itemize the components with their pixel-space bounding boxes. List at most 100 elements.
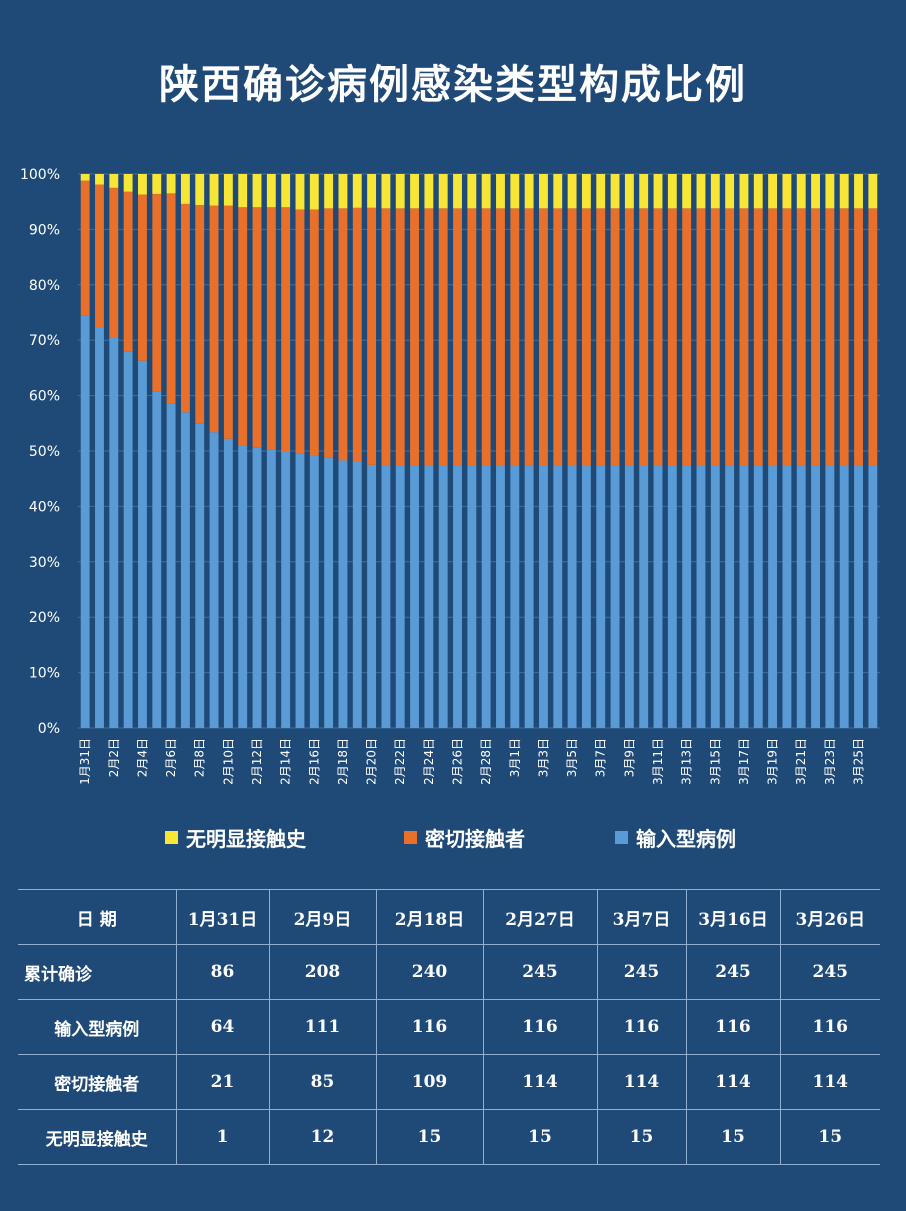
bar-segment [739, 208, 749, 466]
bar-segment [581, 208, 591, 466]
bar-segment [481, 174, 491, 209]
bar-segment [725, 208, 735, 466]
x-tick-label: 2月14日 [279, 738, 293, 785]
table-cell: 111 [268, 999, 376, 1055]
header-cell: 3月7日 [596, 889, 686, 945]
bar-segment [539, 174, 548, 209]
bar-segment [639, 174, 649, 209]
bar-segment [710, 465, 720, 728]
header-cell-date: 日 期 [18, 889, 176, 945]
bar-segment [367, 207, 377, 465]
bar-segment [610, 465, 620, 728]
x-tick-label: 3月9日 [622, 738, 636, 777]
table-cell: 116 [375, 999, 483, 1055]
row-label: 累计确诊 [18, 944, 176, 1000]
legend-item-imported: 输入型病例 [615, 823, 736, 852]
bar-segment [667, 465, 677, 728]
bar-segment [725, 465, 735, 728]
bar-segment [309, 455, 319, 728]
x-tick-label: 2月8日 [193, 738, 207, 777]
y-tick-label: 30% [29, 555, 60, 571]
bar-segment [596, 208, 606, 466]
x-tick-label: 3月21日 [794, 738, 808, 785]
legend-label-unknown: 无明显接触史 [186, 827, 306, 851]
y-tick-label: 80% [29, 278, 60, 294]
bar-segment [510, 465, 520, 728]
x-tick-label: 2月2日 [107, 738, 121, 777]
bar-segment [266, 449, 276, 728]
bar-segment [782, 208, 792, 466]
bar-segment [238, 207, 248, 446]
table-cell: 245 [482, 944, 597, 1000]
bar-segment [653, 174, 663, 209]
bar-segment [467, 208, 477, 466]
bar-segment [109, 174, 119, 188]
bar-segment [381, 465, 391, 728]
bar-segment [309, 209, 319, 456]
bar-segment [753, 465, 763, 728]
bar-segment [166, 193, 176, 404]
bar-segment [424, 174, 434, 209]
bar-segment [811, 174, 820, 209]
bar-segment [223, 205, 233, 439]
row-label: 无明显接触史 [18, 1109, 176, 1165]
bar-segment [496, 174, 505, 209]
x-tick-label: 2月22日 [393, 738, 407, 785]
bar-segment [438, 465, 448, 728]
bar-segment [295, 209, 305, 454]
table-row: 累计确诊 86 208 240 245 245 245 245 [18, 944, 880, 1000]
x-tick-label: 2月18日 [336, 738, 350, 785]
x-tick-label: 2月16日 [307, 738, 321, 785]
bar-segment [195, 423, 205, 728]
y-tick-label: 90% [29, 222, 60, 238]
table-cell: 109 [375, 1054, 483, 1110]
x-tick-label: 3月1日 [508, 738, 522, 777]
table-cell: 245 [685, 944, 780, 1000]
bar-segment [395, 465, 405, 728]
bar-segment [424, 465, 434, 728]
bar-segment [195, 205, 205, 424]
bar-segment [252, 207, 262, 448]
bar-segment [639, 208, 649, 466]
x-tick-label: 2月24日 [422, 738, 436, 785]
bar-segment [410, 208, 419, 466]
table-cell: 15 [375, 1109, 483, 1165]
bar-segment [539, 465, 548, 728]
bar-segment [839, 208, 849, 466]
bar-segment [309, 174, 319, 210]
bar-segment [123, 191, 133, 352]
x-tick-label: 2月6日 [164, 738, 178, 777]
bar-segment [352, 461, 362, 728]
bar-segment [266, 207, 276, 450]
chart-legend: 无明显接触史 密切接触者 输入型病例 [0, 823, 906, 853]
header-cell: 2月9日 [268, 889, 376, 945]
bar-segment [596, 465, 606, 728]
bar-segment [667, 174, 677, 209]
table-cell: 114 [685, 1054, 780, 1110]
legend-swatch-imported [615, 831, 628, 844]
bar-segment [95, 327, 104, 728]
bar-segment [152, 391, 162, 728]
table-cell: 15 [685, 1109, 780, 1165]
bar-segment [768, 208, 778, 466]
bar-segment [281, 451, 291, 728]
bar-segment [481, 465, 491, 728]
table-cell: 15 [596, 1109, 686, 1165]
bar-segment [381, 208, 391, 466]
bar-segment [109, 337, 119, 728]
bar-segment [324, 174, 334, 209]
bar-segment [424, 208, 434, 466]
bar-segment [338, 174, 348, 209]
bar-segment [467, 465, 477, 728]
header-cell: 2月18日 [375, 889, 483, 945]
bar-segment [467, 174, 477, 209]
bar-segment [80, 180, 90, 316]
table-cell: 85 [268, 1054, 376, 1110]
bar-segment [152, 193, 162, 392]
bar-segment [166, 174, 176, 194]
y-tick-label: 100% [20, 167, 60, 183]
x-tick-label: 3月5日 [565, 738, 579, 777]
bar-segment [180, 174, 190, 204]
bar-segment [639, 465, 649, 728]
table-cell: 208 [268, 944, 376, 1000]
